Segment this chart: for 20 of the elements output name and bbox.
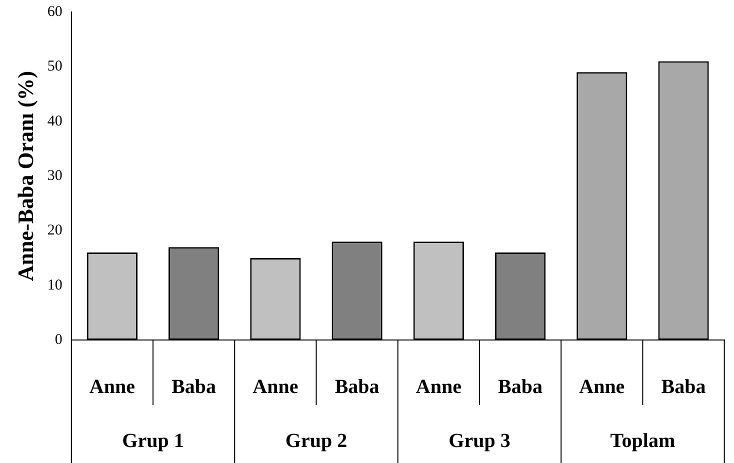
y-tick-label: 50 [47, 58, 62, 75]
x-tick-label: Baba [498, 376, 543, 398]
text: Grup 3 [448, 430, 510, 452]
x-tick-label: Anne [416, 376, 462, 398]
y-axis-title: Anne-Baba Oranı (%) [12, 70, 38, 282]
y-tick-label: 10 [47, 277, 62, 294]
x-tick-label: Anne [252, 376, 298, 398]
text: Grup 1 [122, 430, 184, 452]
x-tick-label: Baba [334, 376, 380, 398]
x-tick-label: Baba [172, 376, 216, 398]
y-tick-label: 60 [47, 4, 62, 20]
y-tick-label: 0 [54, 332, 62, 348]
y-tick-label: 40 [47, 113, 62, 130]
text: Grup 2 [285, 430, 348, 452]
y-tick-label: 20 [47, 222, 62, 239]
y-tick-label: 30 [47, 168, 62, 184]
x-tick-label: Baba [661, 376, 706, 398]
x-tick-label: Anne [89, 376, 136, 398]
x-tick-label: Anne [579, 376, 625, 398]
text: Toplam [610, 430, 676, 452]
